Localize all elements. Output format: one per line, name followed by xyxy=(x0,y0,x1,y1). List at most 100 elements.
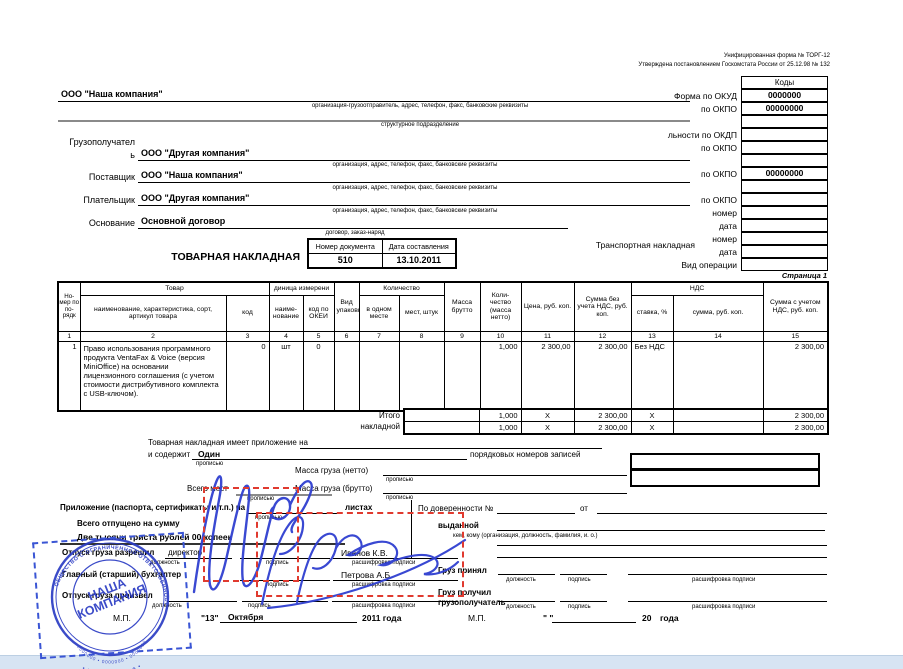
contains-tail-label: порядковых номеров записей xyxy=(470,450,581,459)
release-allowed-signature-line xyxy=(240,547,330,559)
date-month: Октября xyxy=(228,612,264,622)
total-places-line xyxy=(236,483,332,496)
stamp-placement-marker[interactable] xyxy=(32,531,192,660)
codes-supplier-okpo-value: 00000000 xyxy=(741,167,828,180)
col-num: 6 xyxy=(333,330,360,342)
col-header-code: код xyxy=(225,294,270,332)
label-basis-number: номер xyxy=(712,208,737,218)
hint-podpis: подпись xyxy=(248,603,271,609)
label-basis-date: дата xyxy=(718,221,737,231)
col-num: 7 xyxy=(358,330,400,342)
window-bottom-strip xyxy=(0,655,903,669)
hint-rasshifrovka: расшифровка подписи xyxy=(352,582,416,588)
cell-quantity: 1,000 xyxy=(479,341,522,411)
consignee-value: ООО "Другая компания" xyxy=(141,148,250,158)
cargo-accepted-signature-line xyxy=(560,563,607,575)
col-header-gross-mass: Масса брутто xyxy=(443,281,481,332)
codes-okpo-value: 00000000 xyxy=(741,102,828,115)
structural-unit-line xyxy=(58,112,690,122)
hint-podpis: подпись xyxy=(266,582,289,588)
cargo-received-position-line xyxy=(498,590,555,602)
col-num: 4 xyxy=(268,330,304,342)
total2-vat-sum xyxy=(672,421,764,435)
signature-field-marker-1[interactable] xyxy=(203,487,299,582)
total2-sum-wo-vat: 2 300,00 xyxy=(573,421,632,435)
structural-unit-hint: структурное подразделение xyxy=(380,122,460,128)
contains-value-line: Один xyxy=(192,448,467,460)
cargo-accepted-position-line xyxy=(498,563,555,575)
total-label-nakladnoy: накладной xyxy=(360,422,400,431)
release-allowed-position: директор xyxy=(168,548,203,557)
total-sum-with-vat: 2 300,00 xyxy=(762,408,829,422)
payer-field-line: ООО "Другая компания" xyxy=(138,192,690,206)
supplier-hint: организация, адрес, телефон, факс, банко… xyxy=(332,185,498,191)
blank-month-line xyxy=(552,611,636,623)
col-num: 11 xyxy=(520,330,575,342)
release-allowed-name: Иванов К.В. xyxy=(341,548,388,558)
col-num: 3 xyxy=(225,330,270,342)
cell-row-number: 1 xyxy=(57,341,81,411)
appendix-line1-label: Товарная накладная имеет приложение на xyxy=(148,438,308,447)
cell-vat-sum xyxy=(672,341,764,411)
col-header-vat-rate: ставка, % xyxy=(630,294,674,332)
company-round-stamp[interactable]: ОБЩЕСТВО С ОГРАНИЧЕННОЙ ОТВЕТСТВЕННОСТЬЮ… xyxy=(35,522,185,669)
date-year: 2011 года xyxy=(362,613,402,623)
label-okpo-consignee: по ОКПО xyxy=(701,143,737,153)
hint-podpis: подпись xyxy=(266,560,289,566)
page-number-note: Страница 1 xyxy=(781,271,827,280)
hint-propisyu: прописью xyxy=(386,495,414,501)
col-header-net-quantity: Коли-чество (масса нетто) xyxy=(479,281,522,332)
year-suffix: года xyxy=(660,613,679,623)
col-num: 5 xyxy=(302,330,335,342)
totals-table: 1,000 X 2 300,00 X 2 300,00 1,000 X 2 30… xyxy=(403,408,829,435)
mass-net-label: Масса груза (нетто) xyxy=(295,466,369,475)
total-vat-rate-x: X xyxy=(630,408,674,422)
hint-rasshifrovka: расшифровка подписи xyxy=(692,577,756,583)
signature-accountant xyxy=(260,515,467,610)
blank-field-line xyxy=(497,549,827,558)
cell-vat-rate: Без НДС xyxy=(630,341,674,411)
total-vat-sum xyxy=(672,408,764,422)
supplier-value: ООО "Наша компания" xyxy=(141,170,243,180)
codes-empty-cell xyxy=(741,180,828,193)
label-okpo-payer: по ОКПО xyxy=(701,195,737,205)
handwritten-signatures[interactable] xyxy=(150,452,480,617)
release-made-signature-line xyxy=(242,590,328,602)
mass-net-value-box xyxy=(630,453,820,470)
doc-number-value: 510 xyxy=(307,252,383,269)
col-header-sum-with-vat: Сумма с учетом НДС, руб. коп. xyxy=(762,281,829,332)
col-header-okei: код по ОКЕИ xyxy=(302,294,335,332)
cell-gross-mass xyxy=(443,341,481,411)
col-num: 14 xyxy=(672,330,764,342)
issued-hint: кем, кому (организация, должность, фамил… xyxy=(453,533,598,539)
hint-rasshifrovka: расшифровка подписи xyxy=(352,603,416,609)
issued-label: выданной xyxy=(438,521,479,530)
total2-vat-rate-x: X xyxy=(630,421,674,435)
date-month-line: Октября xyxy=(220,611,357,623)
chief-accountant-name: Петрова А.Б. xyxy=(341,570,393,580)
cell-unit-name: шт xyxy=(268,341,304,411)
transport-waybill-label: Транспортная накладная xyxy=(595,240,695,250)
label-okud: Форма по ОКУД xyxy=(674,91,737,101)
cell-places xyxy=(398,341,445,411)
basis-hint: договор, заказ-наряд xyxy=(325,230,385,236)
doc-number-header: Номер документа xyxy=(307,238,383,254)
release-made-position-line xyxy=(167,590,237,602)
col-num: 12 xyxy=(573,330,632,342)
shipper-value: ООО "Наша компания" xyxy=(61,89,163,99)
col-num: 2 xyxy=(79,330,227,342)
col-group-quantity: Количество xyxy=(358,281,445,296)
total2-qty: 1,000 xyxy=(478,421,522,435)
year-prefix: 20 xyxy=(642,613,652,623)
cell-package xyxy=(333,341,360,411)
basis-label: Основание xyxy=(88,218,135,228)
signature-field-marker-2[interactable] xyxy=(256,512,464,597)
supplier-label: Поставщик xyxy=(88,172,135,182)
release-allowed-label: Отпуск груза разрешил xyxy=(62,548,155,557)
release-made-name-line xyxy=(332,590,458,602)
col-header-sum-wo-vat: Сумма без учета НДС, руб. коп. xyxy=(573,281,632,332)
mass-net-words-line xyxy=(383,464,627,476)
hint-dolzhnost: должность xyxy=(150,560,180,566)
contains-label: и содержит xyxy=(148,450,191,459)
cargo-received-signature-line xyxy=(560,590,607,602)
